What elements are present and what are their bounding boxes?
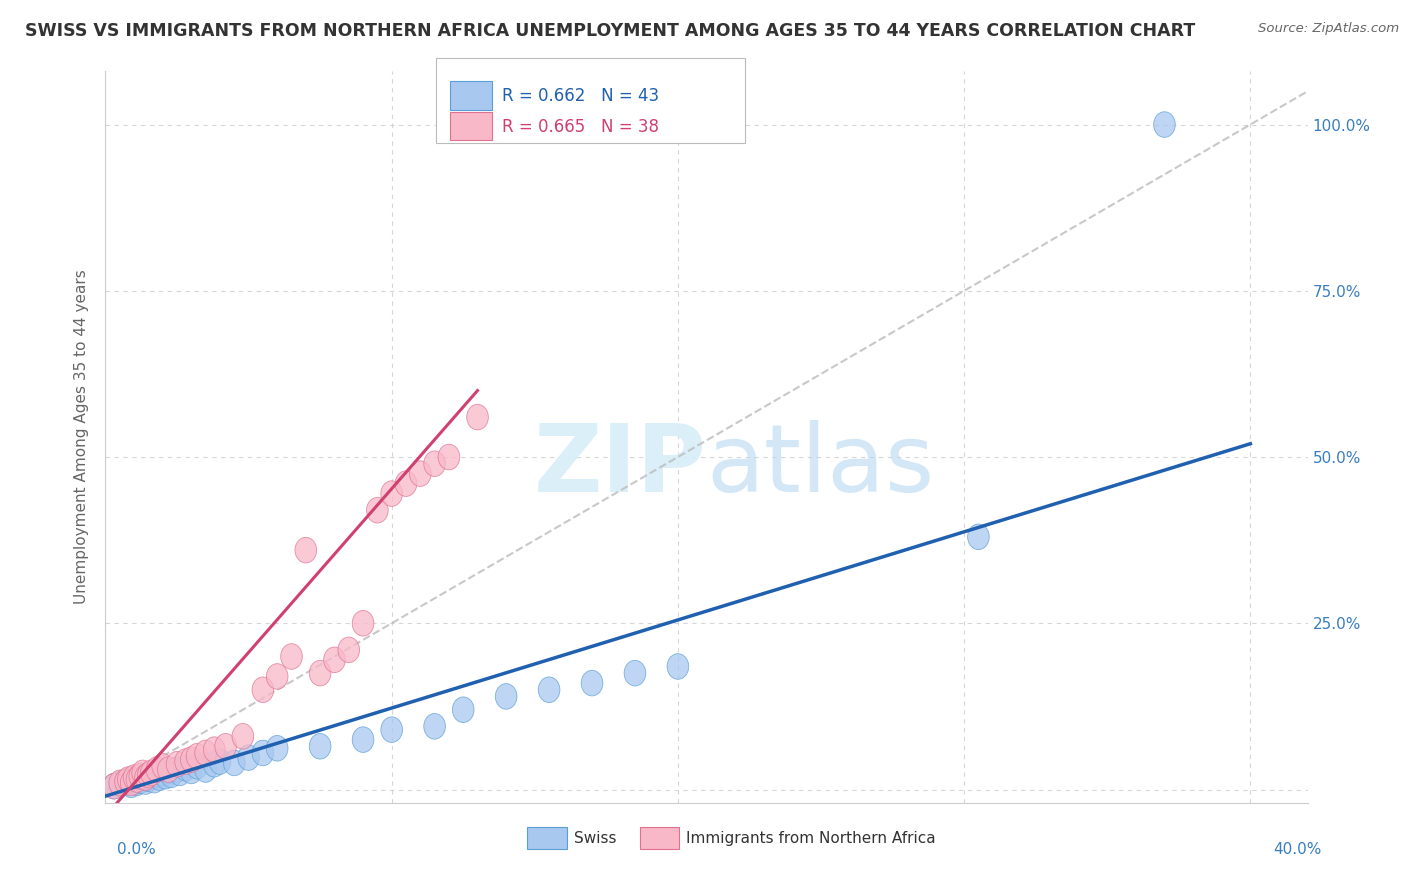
- Ellipse shape: [423, 714, 446, 739]
- Ellipse shape: [337, 637, 360, 663]
- Ellipse shape: [238, 745, 259, 771]
- Ellipse shape: [132, 760, 153, 786]
- Ellipse shape: [381, 481, 402, 507]
- Ellipse shape: [624, 660, 645, 686]
- Ellipse shape: [141, 764, 162, 789]
- Text: SWISS VS IMMIGRANTS FROM NORTHERN AFRICA UNEMPLOYMENT AMONG AGES 35 TO 44 YEARS : SWISS VS IMMIGRANTS FROM NORTHERN AFRICA…: [25, 22, 1195, 40]
- Ellipse shape: [266, 664, 288, 690]
- Ellipse shape: [124, 764, 145, 790]
- Ellipse shape: [353, 727, 374, 753]
- Ellipse shape: [129, 768, 150, 794]
- Ellipse shape: [103, 773, 125, 799]
- Ellipse shape: [115, 770, 136, 796]
- Text: 0.0%: 0.0%: [117, 842, 156, 856]
- Ellipse shape: [124, 767, 145, 792]
- Ellipse shape: [108, 770, 131, 796]
- Ellipse shape: [138, 766, 159, 792]
- Text: Swiss: Swiss: [574, 831, 616, 846]
- Ellipse shape: [135, 764, 156, 790]
- Ellipse shape: [467, 404, 488, 430]
- Ellipse shape: [127, 770, 148, 796]
- Ellipse shape: [353, 610, 374, 636]
- Ellipse shape: [495, 683, 517, 709]
- Ellipse shape: [166, 756, 188, 782]
- Ellipse shape: [252, 677, 274, 703]
- Ellipse shape: [180, 758, 202, 784]
- Ellipse shape: [143, 767, 165, 793]
- Ellipse shape: [157, 756, 179, 782]
- Text: Immigrants from Northern Africa: Immigrants from Northern Africa: [686, 831, 936, 846]
- Ellipse shape: [157, 758, 179, 784]
- Ellipse shape: [309, 660, 330, 686]
- Ellipse shape: [209, 748, 231, 774]
- Ellipse shape: [266, 736, 288, 761]
- Ellipse shape: [129, 764, 150, 789]
- Ellipse shape: [581, 670, 603, 696]
- Ellipse shape: [152, 760, 173, 786]
- Ellipse shape: [439, 444, 460, 470]
- Ellipse shape: [295, 537, 316, 563]
- Ellipse shape: [155, 764, 176, 789]
- Ellipse shape: [141, 760, 162, 786]
- Ellipse shape: [174, 756, 197, 781]
- Ellipse shape: [132, 764, 153, 790]
- Ellipse shape: [367, 498, 388, 523]
- Ellipse shape: [146, 756, 167, 782]
- Ellipse shape: [166, 751, 188, 777]
- Ellipse shape: [1154, 112, 1175, 137]
- Ellipse shape: [174, 748, 197, 774]
- Ellipse shape: [169, 760, 191, 786]
- Text: 40.0%: 40.0%: [1274, 842, 1322, 856]
- Ellipse shape: [186, 754, 208, 779]
- Ellipse shape: [160, 762, 183, 788]
- Ellipse shape: [146, 762, 167, 788]
- Ellipse shape: [967, 524, 990, 549]
- Ellipse shape: [152, 754, 173, 779]
- Ellipse shape: [127, 767, 148, 792]
- Ellipse shape: [252, 740, 274, 765]
- Ellipse shape: [281, 644, 302, 669]
- Ellipse shape: [186, 743, 208, 769]
- Ellipse shape: [204, 737, 225, 763]
- Ellipse shape: [149, 764, 170, 790]
- Ellipse shape: [224, 750, 245, 776]
- Ellipse shape: [453, 697, 474, 723]
- Ellipse shape: [232, 723, 253, 749]
- Ellipse shape: [323, 647, 346, 673]
- Ellipse shape: [195, 740, 217, 765]
- Ellipse shape: [215, 733, 236, 759]
- Ellipse shape: [138, 762, 159, 788]
- Ellipse shape: [115, 769, 136, 794]
- Ellipse shape: [118, 769, 139, 794]
- Ellipse shape: [381, 717, 402, 742]
- Ellipse shape: [108, 772, 131, 797]
- Ellipse shape: [538, 677, 560, 703]
- Ellipse shape: [103, 773, 125, 799]
- Ellipse shape: [395, 471, 416, 497]
- Text: R = 0.665   N = 38: R = 0.665 N = 38: [502, 118, 659, 136]
- Ellipse shape: [135, 769, 156, 794]
- Text: Source: ZipAtlas.com: Source: ZipAtlas.com: [1258, 22, 1399, 36]
- Ellipse shape: [195, 756, 217, 782]
- Text: ZIP: ZIP: [534, 420, 707, 512]
- Ellipse shape: [118, 767, 139, 792]
- Ellipse shape: [309, 733, 330, 759]
- Text: R = 0.662   N = 43: R = 0.662 N = 43: [502, 87, 659, 105]
- Y-axis label: Unemployment Among Ages 35 to 44 years: Unemployment Among Ages 35 to 44 years: [75, 269, 90, 605]
- Ellipse shape: [409, 461, 432, 486]
- Ellipse shape: [423, 450, 446, 476]
- Ellipse shape: [204, 751, 225, 777]
- Ellipse shape: [666, 654, 689, 680]
- Ellipse shape: [121, 772, 142, 797]
- Ellipse shape: [121, 770, 142, 796]
- Text: atlas: atlas: [707, 420, 935, 512]
- Ellipse shape: [180, 747, 202, 772]
